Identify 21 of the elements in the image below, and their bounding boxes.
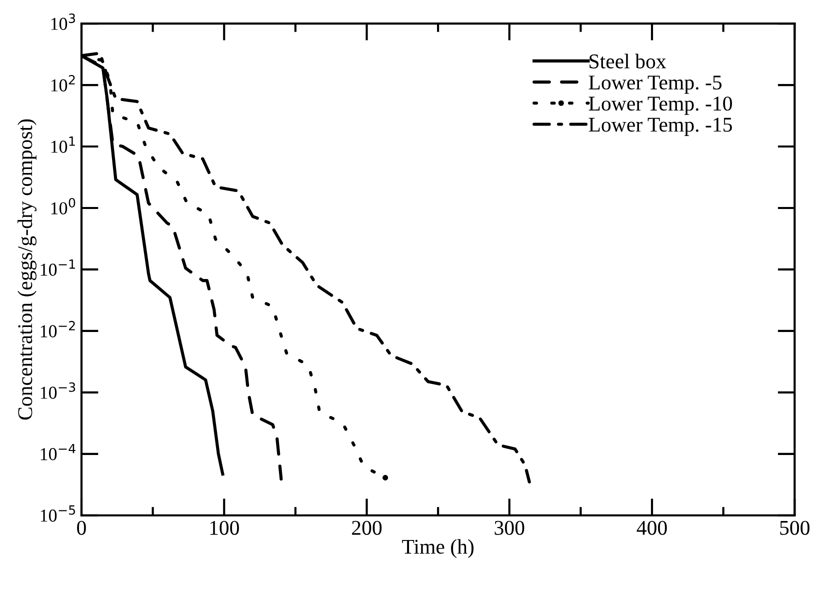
x-axis-title: Time (h) xyxy=(402,539,474,558)
y-tick-label: 10$^{3}$ xyxy=(51,14,75,30)
y-tick-label: 10$^{1}$ xyxy=(51,136,75,153)
y-tick-label: 10$^{−3}$ xyxy=(40,382,76,399)
y-tick-label: 10$^{−2}$ xyxy=(40,320,75,338)
y-tick-label: 10$^{2}$ xyxy=(51,74,75,92)
legend-label: Steel box xyxy=(590,54,666,68)
y-tick-label: 10$^{0}$ xyxy=(51,198,76,214)
x-tick-label: 0 xyxy=(77,520,86,535)
x-tick-label: 300 xyxy=(494,520,524,535)
y-tick-label: 10$^{−1}$ xyxy=(40,260,75,276)
x-tick-label: 500 xyxy=(780,520,810,535)
x-tick-label: 200 xyxy=(352,520,382,535)
legend-label: Lower Temp. -10 xyxy=(588,96,732,115)
y-axis-title: Concentration (eggs/g-dry compost) xyxy=(18,119,36,420)
y-tick-label: 10$^{−4}$ xyxy=(40,444,76,460)
x-tick-label: 400 xyxy=(636,520,667,535)
y-tick-label: 10$^{−5}$ xyxy=(40,505,76,522)
legend-label: Lower Temp. -15 xyxy=(588,118,732,136)
x-tick-label: 100 xyxy=(210,520,239,535)
legend-label: Lower Temp. -5 xyxy=(588,76,722,94)
